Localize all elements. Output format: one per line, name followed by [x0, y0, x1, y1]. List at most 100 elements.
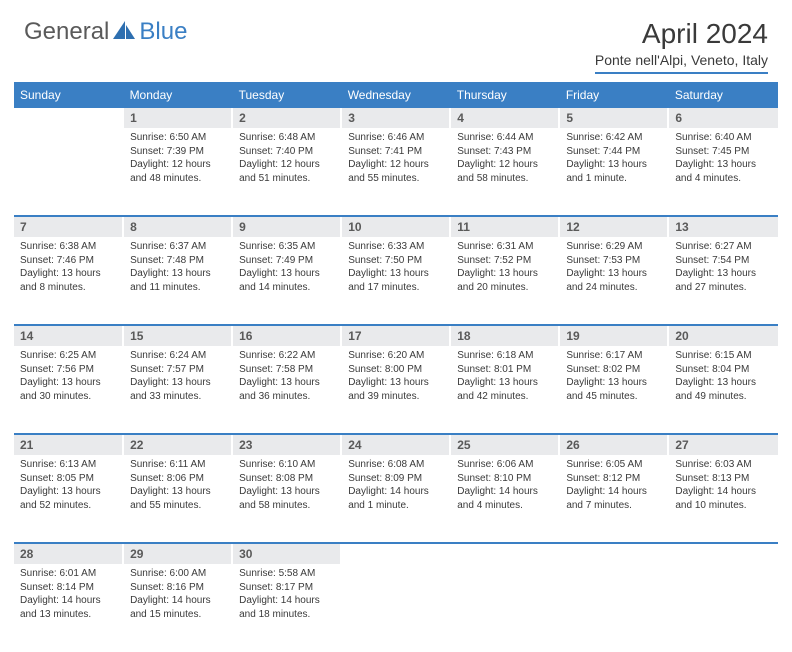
day-content-cell: Sunrise: 6:11 AMSunset: 8:06 PMDaylight:…: [123, 455, 232, 543]
day-number-cell: 5: [559, 108, 668, 128]
sunset-text: Sunset: 7:44 PM: [566, 145, 661, 159]
weekday-header: Thursday: [450, 82, 559, 108]
weekday-header-row: Sunday Monday Tuesday Wednesday Thursday…: [14, 82, 778, 108]
day-content-cell: Sunrise: 6:35 AMSunset: 7:49 PMDaylight:…: [232, 237, 341, 325]
day-number-cell: 8: [123, 216, 232, 237]
daylight-text: Daylight: 12 hours and 51 minutes.: [239, 158, 334, 185]
day-number-cell: 17: [341, 325, 450, 346]
sunrise-text: Sunrise: 5:58 AM: [239, 567, 334, 581]
daynum-row: 21222324252627: [14, 434, 778, 455]
daylight-text: Daylight: 13 hours and 33 minutes.: [130, 376, 225, 403]
sunrise-text: Sunrise: 6:15 AM: [675, 349, 771, 363]
daylight-text: Daylight: 13 hours and 36 minutes.: [239, 376, 334, 403]
weekday-header: Wednesday: [341, 82, 450, 108]
day-number-cell: 24: [341, 434, 450, 455]
sunset-text: Sunset: 7:41 PM: [348, 145, 443, 159]
day-number-cell: 12: [559, 216, 668, 237]
sunset-text: Sunset: 7:56 PM: [20, 363, 116, 377]
daylight-text: Daylight: 13 hours and 20 minutes.: [457, 267, 552, 294]
title-block: April 2024 Ponte nell'Alpi, Veneto, Ital…: [595, 18, 768, 74]
daylight-text: Daylight: 13 hours and 58 minutes.: [239, 485, 334, 512]
day-content-row: Sunrise: 6:01 AMSunset: 8:14 PMDaylight:…: [14, 564, 778, 652]
day-content-cell: Sunrise: 6:05 AMSunset: 8:12 PMDaylight:…: [559, 455, 668, 543]
daylight-text: Daylight: 12 hours and 55 minutes.: [348, 158, 443, 185]
day-number-cell: 27: [668, 434, 777, 455]
daylight-text: Daylight: 13 hours and 4 minutes.: [675, 158, 771, 185]
sunset-text: Sunset: 8:13 PM: [675, 472, 771, 486]
sunset-text: Sunset: 7:39 PM: [130, 145, 225, 159]
sunset-text: Sunset: 8:08 PM: [239, 472, 334, 486]
day-content-cell: [559, 564, 668, 652]
day-content-cell: Sunrise: 6:50 AMSunset: 7:39 PMDaylight:…: [123, 128, 232, 216]
day-content-cell: Sunrise: 6:00 AMSunset: 8:16 PMDaylight:…: [123, 564, 232, 652]
logo-sail-icon: [111, 19, 137, 46]
day-content-cell: [450, 564, 559, 652]
sunset-text: Sunset: 7:57 PM: [130, 363, 225, 377]
daynum-row: 123456: [14, 108, 778, 128]
sunrise-text: Sunrise: 6:48 AM: [239, 131, 334, 145]
logo-text-general: General: [24, 18, 109, 46]
day-number-cell: 18: [450, 325, 559, 346]
day-content-cell: Sunrise: 6:42 AMSunset: 7:44 PMDaylight:…: [559, 128, 668, 216]
daylight-text: Daylight: 13 hours and 14 minutes.: [239, 267, 334, 294]
daylight-text: Daylight: 13 hours and 42 minutes.: [457, 376, 552, 403]
day-number-cell: 25: [450, 434, 559, 455]
sunrise-text: Sunrise: 6:29 AM: [566, 240, 661, 254]
day-content-cell: Sunrise: 6:20 AMSunset: 8:00 PMDaylight:…: [341, 346, 450, 434]
sunset-text: Sunset: 7:54 PM: [675, 254, 771, 268]
daylight-text: Daylight: 14 hours and 1 minute.: [348, 485, 443, 512]
sunset-text: Sunset: 7:49 PM: [239, 254, 334, 268]
day-number-cell: 15: [123, 325, 232, 346]
day-content-cell: Sunrise: 6:06 AMSunset: 8:10 PMDaylight:…: [450, 455, 559, 543]
day-number-cell: 10: [341, 216, 450, 237]
logo-text-blue: Blue: [139, 18, 187, 46]
day-number-cell: [341, 543, 450, 564]
sunrise-text: Sunrise: 6:33 AM: [348, 240, 443, 254]
sunrise-text: Sunrise: 6:10 AM: [239, 458, 334, 472]
sunrise-text: Sunrise: 6:35 AM: [239, 240, 334, 254]
sunrise-text: Sunrise: 6:18 AM: [457, 349, 552, 363]
daylight-text: Daylight: 13 hours and 52 minutes.: [20, 485, 116, 512]
weekday-header: Sunday: [14, 82, 123, 108]
daylight-text: Daylight: 13 hours and 55 minutes.: [130, 485, 225, 512]
day-number-cell: 14: [14, 325, 123, 346]
day-number-cell: 30: [232, 543, 341, 564]
day-number-cell: 20: [668, 325, 777, 346]
day-content-cell: Sunrise: 6:01 AMSunset: 8:14 PMDaylight:…: [14, 564, 123, 652]
day-content-cell: Sunrise: 6:40 AMSunset: 7:45 PMDaylight:…: [668, 128, 777, 216]
day-number-cell: 9: [232, 216, 341, 237]
weekday-header: Saturday: [668, 82, 777, 108]
day-content-cell: Sunrise: 6:15 AMSunset: 8:04 PMDaylight:…: [668, 346, 777, 434]
sunrise-text: Sunrise: 6:08 AM: [348, 458, 443, 472]
sunset-text: Sunset: 7:52 PM: [457, 254, 552, 268]
sunset-text: Sunset: 7:43 PM: [457, 145, 552, 159]
day-content-cell: Sunrise: 6:13 AMSunset: 8:05 PMDaylight:…: [14, 455, 123, 543]
day-number-cell: 29: [123, 543, 232, 564]
sunrise-text: Sunrise: 6:37 AM: [130, 240, 225, 254]
day-number-cell: 7: [14, 216, 123, 237]
daynum-row: 78910111213: [14, 216, 778, 237]
sunset-text: Sunset: 8:17 PM: [239, 581, 334, 595]
daylight-text: Daylight: 12 hours and 48 minutes.: [130, 158, 225, 185]
sunset-text: Sunset: 8:05 PM: [20, 472, 116, 486]
header: General Blue April 2024 Ponte nell'Alpi,…: [0, 0, 792, 82]
sunrise-text: Sunrise: 6:11 AM: [130, 458, 225, 472]
day-content-cell: Sunrise: 6:27 AMSunset: 7:54 PMDaylight:…: [668, 237, 777, 325]
day-content-row: Sunrise: 6:13 AMSunset: 8:05 PMDaylight:…: [14, 455, 778, 543]
sunrise-text: Sunrise: 6:46 AM: [348, 131, 443, 145]
location-label: Ponte nell'Alpi, Veneto, Italy: [595, 52, 768, 74]
sunrise-text: Sunrise: 6:24 AM: [130, 349, 225, 363]
calendar-table: Sunday Monday Tuesday Wednesday Thursday…: [14, 82, 778, 652]
weekday-header: Tuesday: [232, 82, 341, 108]
sunrise-text: Sunrise: 6:44 AM: [457, 131, 552, 145]
daylight-text: Daylight: 13 hours and 39 minutes.: [348, 376, 443, 403]
sunset-text: Sunset: 8:00 PM: [348, 363, 443, 377]
daylight-text: Daylight: 12 hours and 58 minutes.: [457, 158, 552, 185]
day-content-cell: [14, 128, 123, 216]
daylight-text: Daylight: 13 hours and 45 minutes.: [566, 376, 661, 403]
day-content-cell: Sunrise: 6:22 AMSunset: 7:58 PMDaylight:…: [232, 346, 341, 434]
day-content-cell: Sunrise: 6:08 AMSunset: 8:09 PMDaylight:…: [341, 455, 450, 543]
day-number-cell: 3: [341, 108, 450, 128]
day-number-cell: 4: [450, 108, 559, 128]
day-content-cell: Sunrise: 6:44 AMSunset: 7:43 PMDaylight:…: [450, 128, 559, 216]
